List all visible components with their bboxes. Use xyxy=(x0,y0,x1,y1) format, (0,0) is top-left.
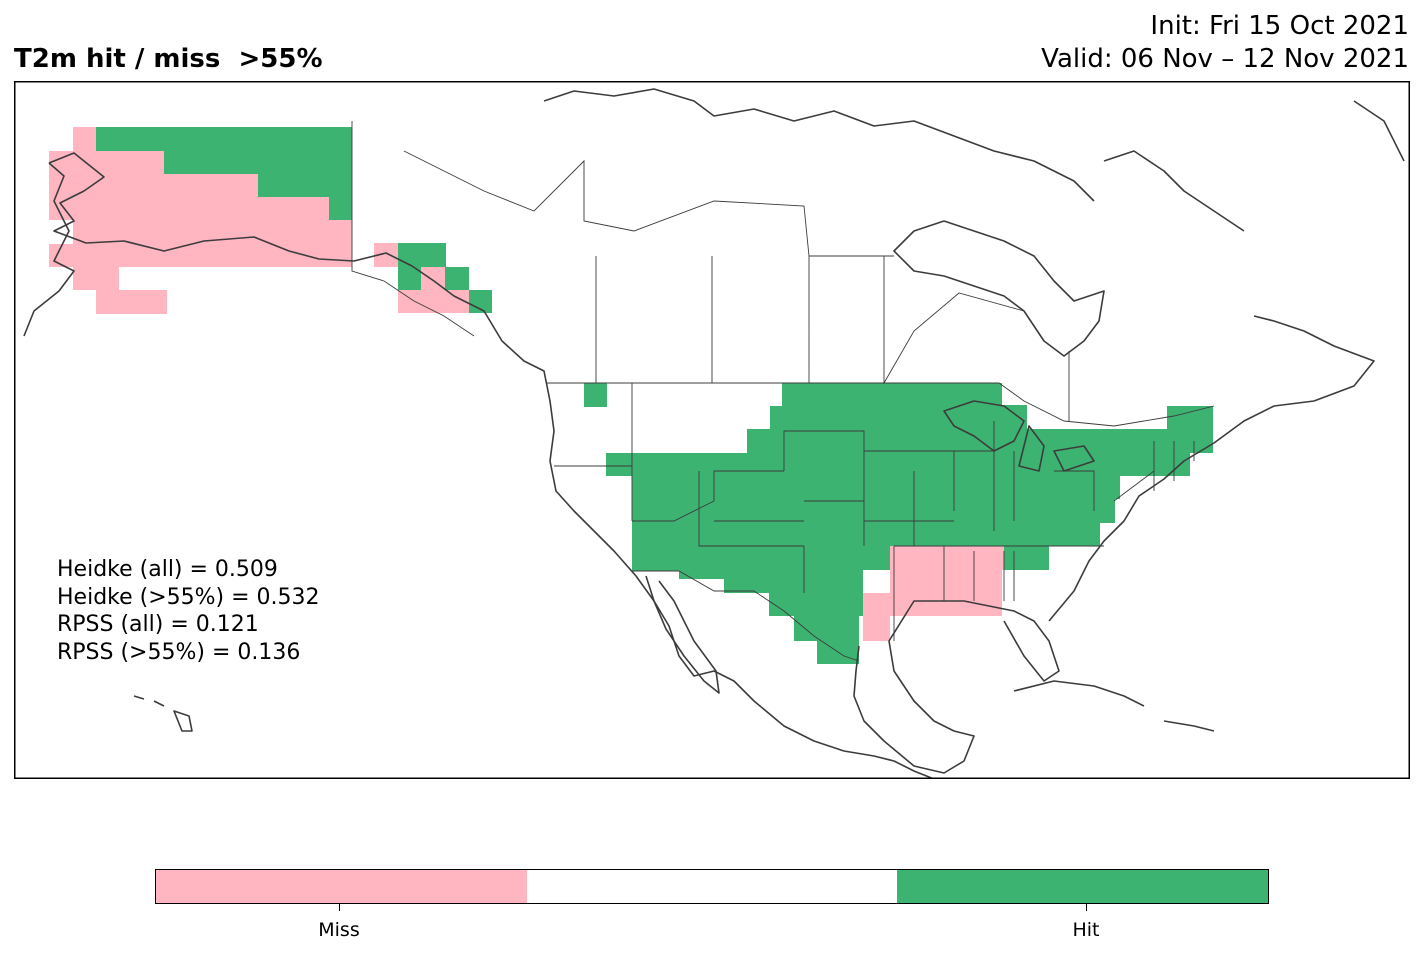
us-mexico-border xyxy=(632,570,860,662)
colorbar-tick-miss xyxy=(339,904,340,911)
colorbar-hit-segment xyxy=(897,870,1269,903)
great-lakes xyxy=(943,400,1095,472)
score-rpss-all: RPSS (all) = 0.121 xyxy=(57,612,259,637)
hawaii xyxy=(133,695,193,732)
basemap xyxy=(23,88,1405,779)
canada-provinces xyxy=(403,150,1070,421)
init-date: Init: Fri 15 Oct 2021 xyxy=(1150,11,1409,41)
score-heidke-55: Heidke (>55%) = 0.532 xyxy=(57,584,320,610)
grid-cells xyxy=(49,127,1213,664)
gulf-miss-area xyxy=(863,546,1004,641)
conus-hit-area xyxy=(606,383,1213,664)
score-rpss-55: RPSS (>55%) = 0.136 xyxy=(57,639,301,665)
score-heidke-all: Heidke (all) = 0.509 xyxy=(57,557,278,582)
us-canada-border xyxy=(546,382,1215,427)
alaska-west-coast xyxy=(23,162,75,337)
hit-miss-map xyxy=(14,81,1410,779)
colorbar-miss-segment xyxy=(156,870,527,903)
political-borders xyxy=(351,121,1215,662)
us-states xyxy=(554,383,1195,641)
alaska-hit-area xyxy=(96,127,352,220)
alaska-miss-area xyxy=(49,127,352,314)
colorbar-label-miss: Miss xyxy=(318,919,360,941)
pacific-coastline xyxy=(48,152,935,779)
panhandle-miss-area xyxy=(374,243,469,313)
washington-hit-cell xyxy=(584,383,607,407)
hudson-bay xyxy=(893,220,1105,357)
caribbean-islands xyxy=(1013,680,1215,732)
colorbar xyxy=(155,869,1269,904)
colorbar-tick-hit xyxy=(1086,904,1087,911)
verification-scores: Heidke (all) = 0.509 Heidke (>55%) = 0.5… xyxy=(57,556,320,666)
alaska-canada-border xyxy=(351,121,475,337)
map-title: T2m hit / miss >55% xyxy=(14,44,323,74)
arctic-islands xyxy=(543,88,1405,232)
baja-coastline xyxy=(645,575,720,694)
valid-range: Valid: 06 Nov – 12 Nov 2021 xyxy=(1041,44,1409,74)
colorbar-neutral-segment xyxy=(526,870,898,903)
panhandle-hit-area xyxy=(398,243,492,313)
atlantic-coastline xyxy=(1048,315,1375,622)
gulf-coastline xyxy=(853,600,1060,774)
forecast-dates: Init: Fri 15 Oct 2021 Valid: 06 Nov – 12… xyxy=(1041,10,1409,76)
colorbar-label-hit: Hit xyxy=(1072,919,1100,941)
